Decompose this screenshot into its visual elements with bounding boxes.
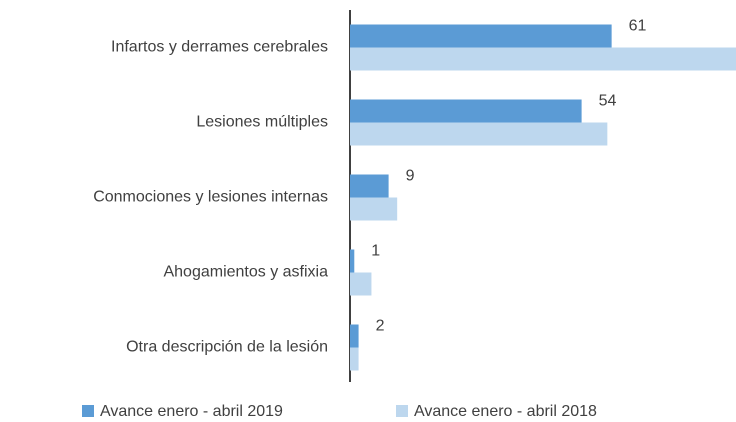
legend-label: Avance enero - abril 2019 — [100, 403, 283, 420]
y-tick-label: Otra descripción de la lesión — [126, 339, 328, 356]
legend-swatch — [82, 405, 94, 417]
data-label: 54 — [599, 93, 617, 110]
bar — [350, 47, 736, 71]
y-tick-label: Ahogamientos y asfixia — [163, 264, 328, 281]
bar — [350, 249, 355, 273]
bar — [350, 122, 608, 146]
bar — [350, 197, 398, 221]
bar — [350, 347, 359, 371]
data-label: 2 — [376, 318, 385, 335]
bar — [350, 272, 372, 296]
bar — [350, 99, 582, 123]
bar — [350, 324, 359, 348]
data-label: 61 — [629, 18, 647, 35]
data-label: 1 — [371, 243, 380, 260]
y-tick-label: Infartos y derrames cerebrales — [111, 39, 328, 56]
legend-label: Avance enero - abril 2018 — [414, 403, 597, 420]
data-label: 9 — [406, 168, 415, 185]
bar — [350, 174, 389, 198]
bar — [350, 24, 612, 48]
y-tick-label: Conmociones y lesiones internas — [93, 189, 328, 206]
legend-swatch — [396, 405, 408, 417]
y-tick-label: Lesiones múltiples — [196, 114, 328, 131]
